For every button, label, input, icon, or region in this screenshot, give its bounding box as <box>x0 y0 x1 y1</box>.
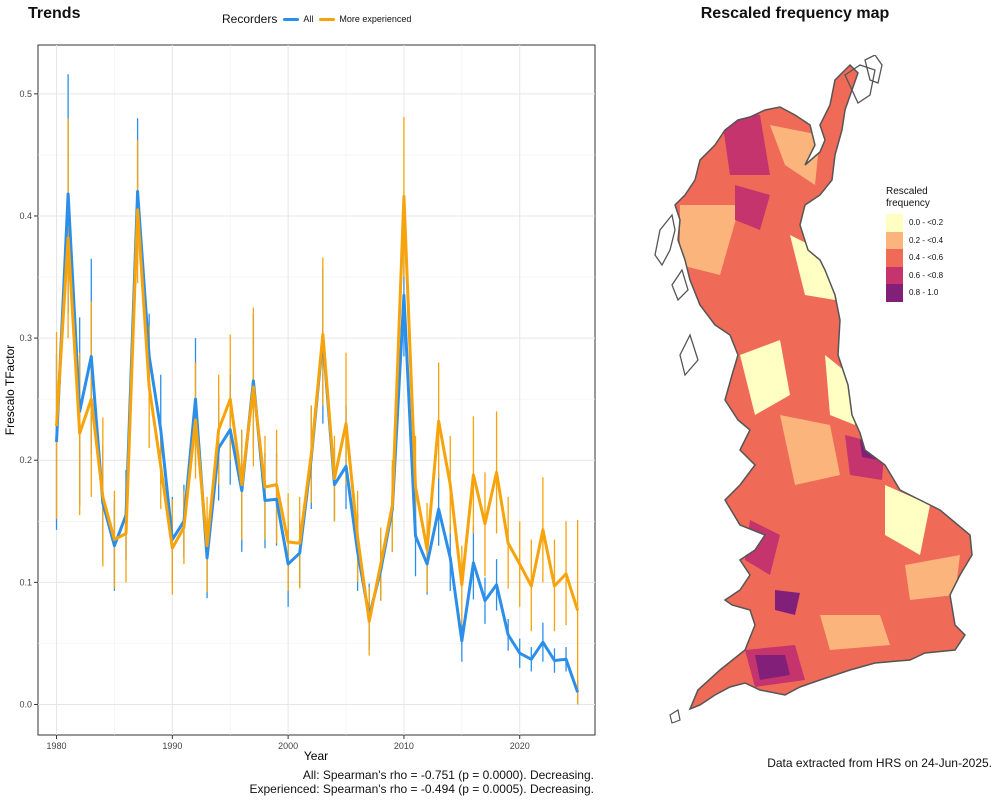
map-area-brecon-peak <box>775 590 800 615</box>
map-legend-swatch <box>886 284 903 302</box>
map-legend-swatch <box>886 231 903 249</box>
map-legend-row: 0.8 - 1.0 <box>886 284 956 302</box>
legend-item-experienced: More experienced <box>319 14 411 24</box>
map-area-dartmoor-peak <box>755 655 790 680</box>
x-tick-label: 2020 <box>510 741 530 751</box>
stats-text: All: Spearman's rho = -0.751 (p = 0.0000… <box>250 768 595 796</box>
y-tick-label: 0.5 <box>19 89 32 99</box>
series-legend: Recorders All More experienced <box>222 12 417 26</box>
scilly-outline <box>669 709 681 724</box>
axes: 1980 1990 2000 2010 2020 0.0 0.1 0.2 0.3 0.4 0.5 <box>19 89 529 751</box>
map-area-south-downs <box>820 615 890 650</box>
series-lines <box>55 190 580 693</box>
map-area-lake-district <box>740 340 790 415</box>
map-legend-label: 0.0 - <0.2 <box>909 218 944 228</box>
map-legend-row: 0.6 - <0.8 <box>886 266 956 284</box>
rescaled-frequency-map <box>654 55 973 724</box>
map-area-fens <box>885 485 930 555</box>
map-legend: Rescaled frequency 0.0 - <0.2 0.2 - <0.4… <box>886 186 956 302</box>
series-line-experienced <box>55 194 580 623</box>
orkney-outline <box>844 64 876 104</box>
map-legend-row: 0.0 - <0.2 <box>886 214 956 232</box>
map-legend-row: 0.2 - <0.4 <box>886 231 956 249</box>
map-legend-title: Rescaled frequency <box>886 186 930 209</box>
map-area-east-anglia <box>905 555 960 600</box>
trends-title: Trends <box>28 5 81 22</box>
skye-outline <box>671 268 689 302</box>
x-tick-label: 1980 <box>47 741 67 751</box>
x-axis-label: Year <box>304 749 328 763</box>
map-area-west-highlands <box>680 205 740 275</box>
stats-experienced: Experienced: Spearman's rho = -0.494 (p … <box>249 782 595 796</box>
y-tick-label: 0.0 <box>19 699 32 709</box>
outer-hebrides-outline <box>654 213 676 267</box>
map-area-southern-uplands <box>790 235 835 300</box>
legend-item-all: All <box>283 14 313 24</box>
grid <box>38 45 595 735</box>
map-area-north-york <box>825 355 855 425</box>
shetland-outline <box>864 55 883 84</box>
map-area-pennines <box>780 415 840 485</box>
y-tick-label: 0.1 <box>19 577 32 587</box>
y-axis-label: Frescalo TFactor <box>3 345 17 435</box>
map-legend-label: 0.8 - 1.0 <box>909 288 939 298</box>
map-title: Rescaled frequency map <box>700 5 890 22</box>
map-legend-label: 0.4 - <0.6 <box>909 253 944 263</box>
legend-label-experienced: More experienced <box>339 14 412 24</box>
data-credit: Data extracted from HRS on 24-Jun-2025. <box>767 756 992 770</box>
islay-outline <box>679 333 699 377</box>
stats-all: All: Spearman's rho = -0.751 (p = 0.0000… <box>302 768 594 782</box>
legend-title: Recorders <box>222 12 278 26</box>
x-tick-label: 2010 <box>394 741 414 751</box>
legend-label-all: All <box>303 14 314 24</box>
map-legend-label: 0.2 - <0.4 <box>909 235 944 245</box>
x-tick-label: 2000 <box>278 741 298 751</box>
x-tick-label: 1990 <box>162 741 182 751</box>
map-area-great-glen <box>735 185 770 230</box>
legend-swatch-all <box>283 17 300 21</box>
gb-outline <box>674 63 973 711</box>
y-tick-label: 0.3 <box>19 333 32 343</box>
map-area-north-east <box>770 125 820 185</box>
map-legend-row: 0.4 - <0.6 <box>886 249 956 267</box>
legend-swatch-experienced <box>319 17 336 21</box>
map-legend-swatch <box>886 214 903 232</box>
trends-chart: 1980 1990 2000 2010 2020 0.0 0.1 0.2 0.3 0.4 0.5 Y… <box>3 44 596 763</box>
map-legend-swatch <box>886 266 903 284</box>
map-legend-swatch <box>886 249 903 267</box>
map-legend-label: 0.6 - <0.8 <box>909 270 944 280</box>
y-tick-label: 0.2 <box>19 455 32 465</box>
y-tick-label: 0.4 <box>19 211 32 221</box>
